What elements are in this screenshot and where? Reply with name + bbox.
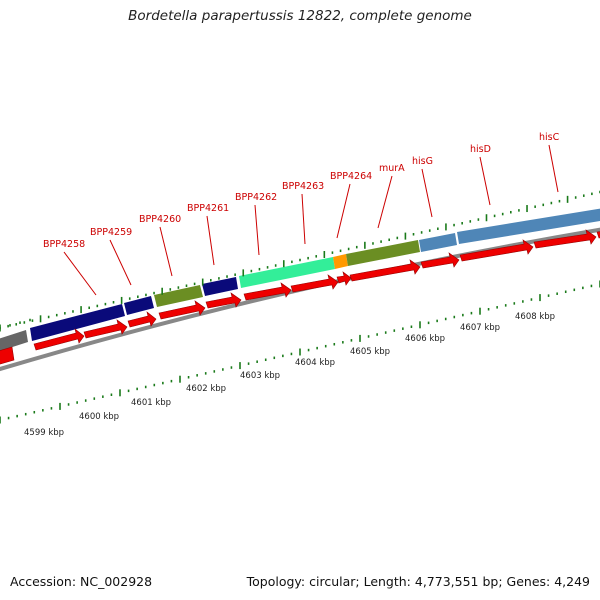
feature-olive-1 <box>154 285 203 307</box>
feature-steel-2 <box>457 208 600 244</box>
gene-label: murA <box>379 163 405 174</box>
feature-navy-1 <box>30 304 125 341</box>
gene-label-leader <box>63 251 97 296</box>
gene-label-leader <box>301 193 306 245</box>
scale-label: 4605 kbp <box>350 347 390 357</box>
gene-label: BPP4258 <box>43 239 85 250</box>
gene-label-leader <box>548 144 559 193</box>
cds-arrow <box>459 239 534 262</box>
cds-arrow <box>290 274 339 293</box>
cds-arrow <box>158 300 206 320</box>
feature-navy-2 <box>124 296 154 315</box>
scale-label: 4601 kbp <box>131 398 171 408</box>
gene-label-leader <box>479 156 491 206</box>
scale-label: 4607 kbp <box>460 323 500 333</box>
gene-label: BPP4263 <box>282 181 324 192</box>
gene-label: BPP4260 <box>139 214 181 225</box>
topology-text: Topology: circular; Length: 4,773,551 bp… <box>246 574 590 589</box>
gene-label-leader <box>336 183 351 239</box>
feature-mint <box>239 257 335 288</box>
scale-label: 4604 kbp <box>295 358 335 368</box>
cds-arrow <box>533 229 597 249</box>
scale-label: 4600 kbp <box>79 412 119 422</box>
gene-label-leader <box>109 239 132 286</box>
gene-label-leader <box>254 204 260 256</box>
cds-arrows <box>0 229 600 365</box>
gene-label: hisC <box>539 132 560 143</box>
scale-label: 4602 kbp <box>186 384 226 394</box>
gene-label-leader <box>206 215 215 266</box>
feature-steel-1 <box>419 233 457 252</box>
gene-label: BPP4264 <box>330 171 372 182</box>
scale-label: 4606 kbp <box>405 334 445 344</box>
gene-label: hisD <box>470 144 491 155</box>
gene-label: BPP4259 <box>90 227 132 238</box>
scale-labels: 4599 kbp 4600 kbp 4601 kbp 4602 kbp 4603 kbp… <box>24 312 555 438</box>
cds-arrow <box>205 292 242 309</box>
accession-text: Accession: NC_002928 <box>10 574 153 589</box>
cds-arrow <box>0 346 15 365</box>
feature-olive-2 <box>346 240 420 266</box>
gene-label-leader <box>159 226 173 277</box>
feature-navy-3 <box>202 277 238 296</box>
feature-orange <box>333 254 348 269</box>
gene-label-leader <box>421 168 433 218</box>
scale-label: 4608 kbp <box>515 312 555 322</box>
scale-tick-row <box>0 280 600 424</box>
gene-label: BPP4262 <box>235 192 277 203</box>
gene-label-leader <box>377 175 393 229</box>
cds-arrow <box>127 311 157 328</box>
feature-gray <box>0 330 28 352</box>
cds-arrow <box>243 282 292 301</box>
upper-tick-row <box>0 190 600 332</box>
feature-band <box>0 208 600 352</box>
left-tick-row <box>0 318 31 330</box>
gene-label: BPP4261 <box>187 203 229 214</box>
gene-label: hisG <box>412 156 433 167</box>
gene-labels: BPP4258 BPP4259 BPP4260 BPP4261 BPP4262 BPP42… <box>43 132 560 296</box>
cds-arrow <box>420 252 460 269</box>
cds-arrow <box>33 328 85 351</box>
cds-arrow <box>336 271 352 286</box>
map-title: Bordetella parapertussis 12822, complete… <box>128 8 472 24</box>
cds-arrow <box>83 319 128 339</box>
scale-label: 4603 kbp <box>240 371 280 381</box>
scale-label: 4599 kbp <box>24 428 64 438</box>
cds-arrow <box>349 259 421 282</box>
cds-arrow <box>596 231 600 239</box>
